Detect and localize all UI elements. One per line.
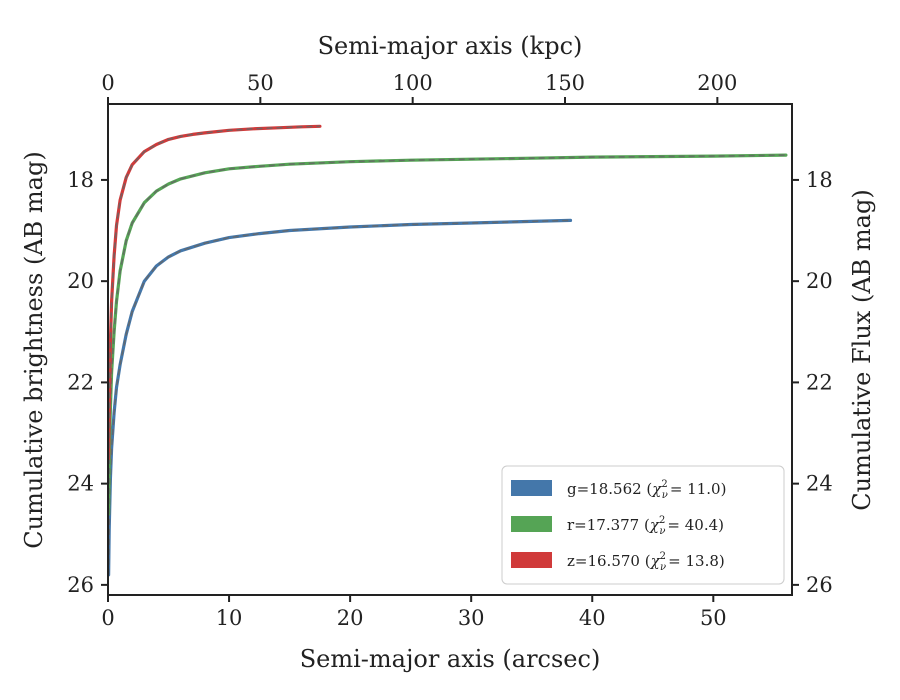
y-tick-label: 24	[67, 472, 94, 496]
x-tick-label: 40	[579, 606, 606, 630]
legend: g=18.562 (χ2 ν = 11.0) r=17.377 (χ2 ν = 40.4)…	[501, 465, 785, 585]
legend-swatch-r	[511, 516, 552, 532]
x-tick-label: 50	[700, 606, 727, 630]
x-tick-label: 30	[458, 606, 485, 630]
series-model-g	[107, 219, 571, 575]
x-tick-label: 20	[337, 606, 364, 630]
y-tick-label: 20	[67, 269, 94, 293]
legend-label-r: r=17.377 (χ2 ν = 40.4)	[567, 515, 724, 537]
y2-axis-title: Cumulative Flux (AB mag)	[848, 189, 876, 510]
legend-swatch-z	[511, 552, 552, 568]
series-model-r	[107, 154, 786, 515]
y2-tick-label: 18	[806, 168, 833, 192]
x2-tick-label: 200	[697, 71, 737, 95]
curves-layer	[106, 124, 788, 577]
y-tick-label: 22	[67, 370, 94, 394]
x2-tick-label: 50	[247, 71, 274, 95]
series-line-r	[106, 153, 788, 516]
x-tick-label: 10	[216, 606, 243, 630]
x2-tick-label: 150	[545, 71, 585, 95]
y-tick-label: 18	[67, 168, 94, 192]
y2-tick-label: 22	[806, 370, 833, 394]
series-model-z	[107, 125, 320, 459]
legend-box	[501, 465, 785, 585]
legend-items: g=18.562 (χ2 ν = 11.0) r=17.377 (χ2 ν = 40.4)…	[511, 479, 726, 573]
legend-label-z: z=16.570 (χ2 ν = 13.8)	[567, 551, 725, 573]
x-tick-label: 0	[101, 606, 114, 630]
y-axis-title: Cumulative brightness (AB mag)	[20, 151, 48, 548]
plot-frame	[107, 103, 793, 596]
legend-label-g: g=18.562 (χ2 ν = 11.0)	[567, 479, 726, 501]
x2-tick-label: 0	[101, 71, 114, 95]
y2-tick-label: 26	[806, 573, 833, 597]
y-tick-label: 26	[67, 573, 94, 597]
x-axis-title: Semi-major axis (arcsec)	[300, 645, 601, 673]
y2-tick-label: 24	[806, 472, 833, 496]
series-line-g	[106, 218, 573, 577]
x2-axis-title: Semi-major axis (kpc)	[318, 32, 583, 60]
x2-tick-label: 100	[393, 71, 433, 95]
ticks-layer: 0 10 20 30 40 50 0 50 100 150 200 18 18 20 20 22 22 24 24 2…	[67, 71, 832, 630]
y2-tick-label: 20	[806, 269, 833, 293]
legend-swatch-g	[511, 480, 552, 496]
